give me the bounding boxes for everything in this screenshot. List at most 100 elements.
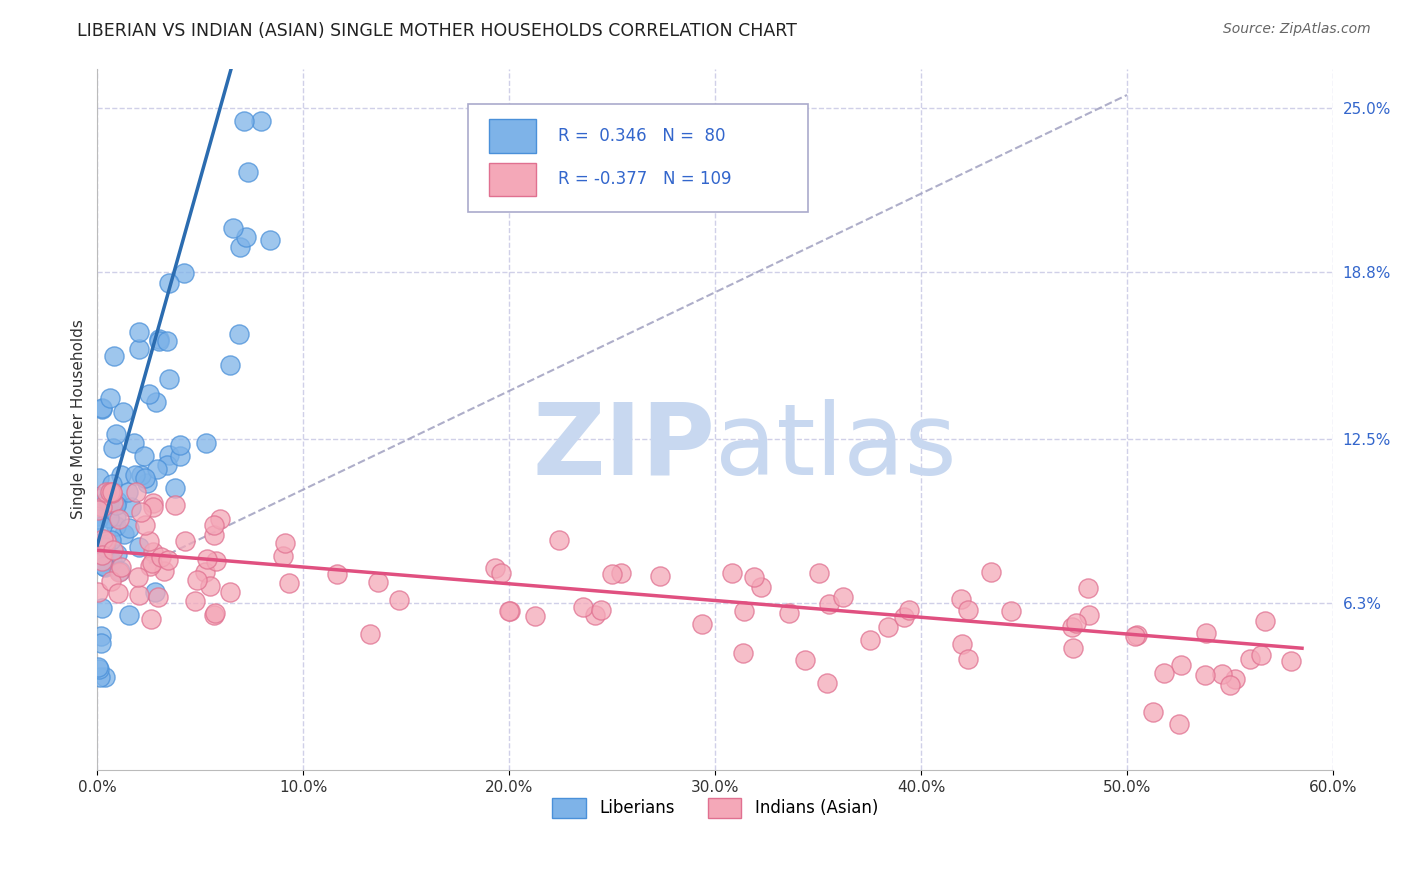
Point (250, 114, 273, 128)
FancyBboxPatch shape (489, 162, 536, 196)
Point (134, 471, 156, 485)
Legend: Liberians, Indians (Asian): Liberians, Indians (Asian) (546, 791, 884, 825)
Text: R =  0.346   N =  80: R = 0.346 N = 80 (558, 127, 725, 145)
Point (110, 560, 132, 574)
Point (105, 499, 128, 513)
Point (148, 334, 170, 348)
Point (120, 500, 142, 514)
Point (94, 670, 117, 684)
Point (859, 633, 882, 648)
Point (388, 592, 411, 607)
Point (277, 576, 299, 591)
Point (143, 585, 166, 599)
Point (150, 550, 173, 565)
Point (205, 554, 228, 568)
Point (690, 617, 713, 632)
Point (100, 574, 122, 588)
Point (101, 554, 124, 568)
Point (815, 676, 838, 690)
Point (778, 606, 800, 620)
Point (236, 164, 259, 178)
Point (90, 537, 112, 551)
Point (125, 485, 148, 500)
Point (1253, 614, 1275, 628)
Point (135, 475, 157, 490)
Point (105, 509, 128, 524)
Point (1170, 657, 1192, 672)
Point (1194, 668, 1216, 682)
Point (87, 660, 110, 674)
Point (1219, 677, 1241, 691)
Point (124, 467, 146, 482)
Point (173, 534, 195, 549)
Point (98, 511, 121, 525)
Point (491, 566, 513, 580)
Point (793, 652, 815, 666)
Point (156, 553, 179, 567)
Point (134, 517, 156, 532)
Point (101, 441, 124, 455)
Point (142, 544, 165, 558)
Point (204, 528, 226, 542)
Point (956, 652, 979, 666)
Point (111, 405, 134, 419)
Point (87, 585, 110, 599)
Point (610, 566, 633, 581)
Point (204, 607, 226, 622)
Point (1195, 625, 1218, 640)
Point (157, 276, 180, 290)
Text: LIBERIAN VS INDIAN (ASIAN) SINGLE MOTHER HOUSEHOLDS CORRELATION CHART: LIBERIAN VS INDIAN (ASIAN) SINGLE MOTHER… (77, 22, 797, 40)
Point (1250, 648, 1272, 662)
Point (898, 603, 921, 617)
Point (105, 547, 128, 561)
Point (1279, 654, 1302, 668)
Point (156, 458, 179, 473)
Point (499, 604, 522, 618)
Point (90, 636, 112, 650)
Point (107, 512, 129, 526)
Point (96, 485, 118, 500)
Point (1000, 604, 1022, 618)
Point (326, 566, 349, 581)
Point (1077, 582, 1099, 596)
FancyBboxPatch shape (489, 119, 536, 153)
Point (235, 229, 257, 244)
Point (1077, 608, 1099, 623)
Point (141, 556, 163, 570)
Point (141, 500, 163, 514)
Point (731, 646, 754, 660)
Point (87, 531, 110, 545)
Point (89, 670, 111, 684)
Point (1064, 616, 1087, 631)
Point (91, 401, 114, 416)
Point (90, 491, 112, 505)
Point (146, 590, 169, 604)
Point (1239, 651, 1261, 665)
Point (165, 481, 187, 495)
Point (173, 266, 195, 280)
Point (148, 332, 170, 346)
Point (202, 518, 225, 533)
Point (101, 476, 124, 491)
Point (259, 233, 281, 247)
Point (100, 533, 122, 547)
Point (142, 496, 165, 510)
Point (808, 566, 831, 580)
Point (93, 546, 115, 560)
Point (1126, 628, 1149, 642)
Point (157, 372, 180, 386)
Point (90, 629, 112, 643)
Point (877, 620, 900, 634)
Point (949, 592, 972, 607)
Point (93, 553, 115, 567)
Point (359, 627, 381, 641)
Point (122, 435, 145, 450)
Point (94, 540, 117, 554)
Point (118, 521, 141, 535)
Point (572, 600, 595, 615)
Point (138, 534, 160, 549)
Point (100, 486, 122, 500)
Point (274, 536, 297, 550)
Point (1062, 640, 1084, 655)
Point (145, 394, 167, 409)
